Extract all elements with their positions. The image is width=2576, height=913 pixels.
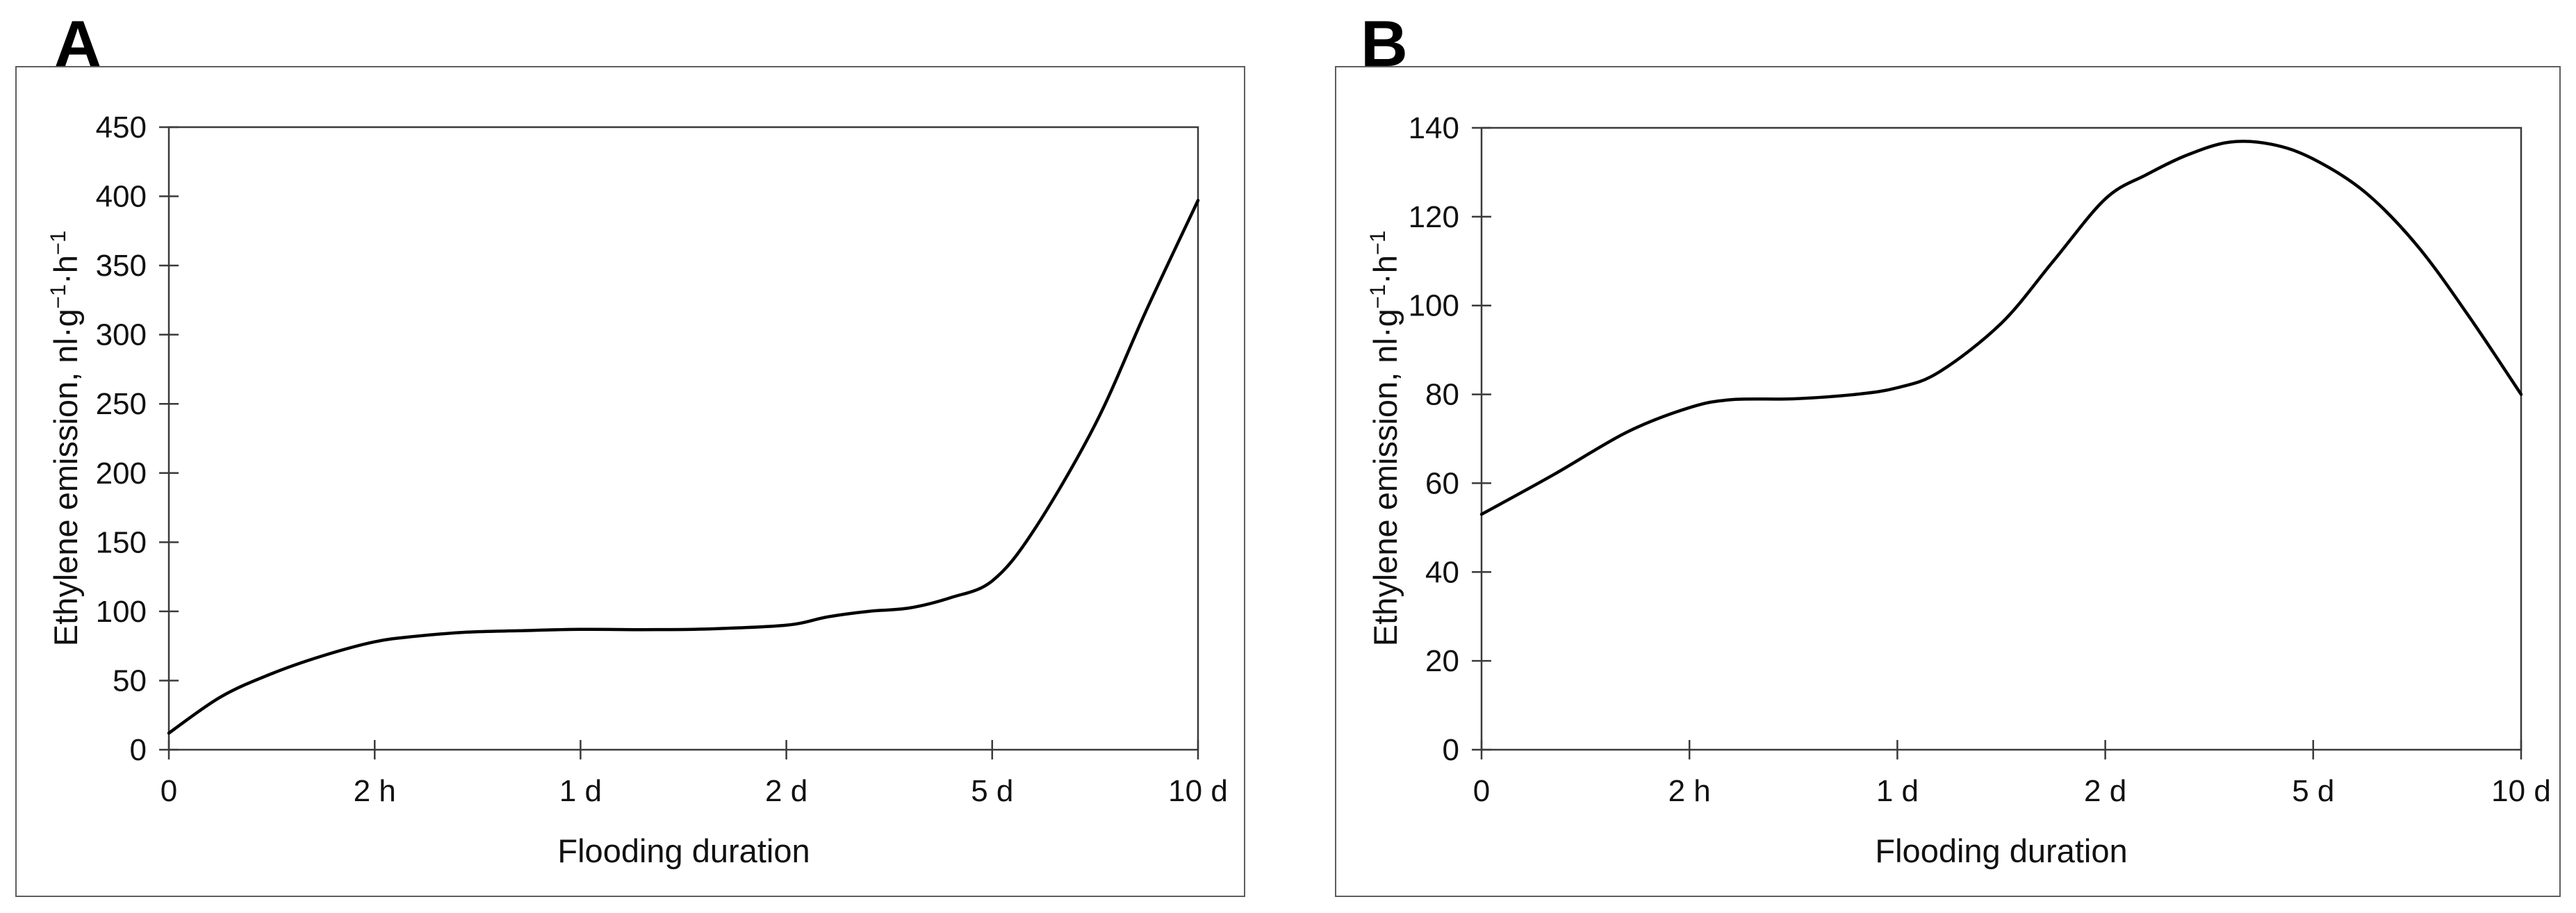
x-axis-tick-label: 1 d	[1876, 774, 1919, 808]
x-axis-tick-label: 0	[161, 774, 177, 808]
chart-panel-b: 0 20 40 60 80 100 120 140 0 2 h 1 d 2 d 5 d 10 d Ethy…	[1335, 66, 2561, 897]
line-chart-a: 0 50 100 150 200 250 300 350 400 450 0 2 h 1 d 2 d 5 d…	[96, 110, 1228, 808]
x-axis-tick-label: 0	[1473, 774, 1490, 808]
y-axis-tick-label: 100	[96, 595, 147, 629]
y-axis-tick-label: 40	[1425, 555, 1459, 589]
line-chart-b: 0 20 40 60 80 100 120 140 0 2 h 1 d 2 d 5 d 10 d	[1409, 111, 2551, 808]
superscript: −1	[45, 230, 70, 256]
y-axis-title-text: Ethylene emission, nl·g	[1367, 309, 1404, 647]
y-axis-tick-label: 140	[1409, 111, 1459, 145]
x-axis-tick-label: 2 h	[354, 774, 396, 808]
superscript: −1	[45, 283, 70, 309]
y-axis-tick-label: 450	[96, 110, 147, 145]
x-axis-title-a: Flooding duration	[557, 832, 810, 869]
y-axis-tick-label: 0	[1443, 733, 1459, 767]
superscript: −1	[1365, 283, 1390, 309]
x-axis-tick-label: 5 d	[2292, 774, 2334, 808]
panel-letter-b: B	[1361, 7, 1409, 80]
y-axis-tick-label: 60	[1425, 466, 1459, 500]
y-axis-tick-label: 0	[130, 733, 147, 767]
y-axis-title-text: Ethylene emission, nl·g	[47, 309, 85, 647]
y-axis-tick-label: 200	[96, 456, 147, 491]
y-axis-tick-label: 80	[1425, 378, 1459, 412]
x-axis-tick-label: 10 d	[1168, 774, 1228, 808]
y-axis-title-text: ·h	[47, 255, 85, 284]
y-axis-title-text: ·h	[1367, 255, 1404, 284]
y-axis-tick-label: 50	[113, 664, 147, 698]
y-axis-tick-label: 120	[1409, 200, 1459, 234]
y-axis-tick-label: 400	[96, 180, 147, 214]
x-axis-tick-label: 5 d	[971, 774, 1013, 808]
y-axis-tick-label: 350	[96, 249, 147, 283]
y-axis-tick-label: 20	[1425, 644, 1459, 678]
y-axis-tick-label: 250	[96, 387, 147, 421]
y-axis-title-a: Ethylene emission, nl·g−1·h−1	[46, 231, 85, 646]
x-axis-tick-label: 10 d	[2491, 774, 2551, 808]
panel-letter-a: A	[54, 7, 102, 80]
x-axis-tick-label: 2 h	[1668, 774, 1711, 808]
superscript: −1	[1365, 230, 1390, 256]
y-axis-tick-label: 150	[96, 525, 147, 559]
x-axis-tick-label: 1 d	[559, 774, 602, 808]
ethylene-emission-curve	[1479, 140, 2523, 516]
plot-frame	[167, 126, 1199, 751]
y-axis-tick-label: 100	[1409, 289, 1459, 323]
x-axis-tick-label: 2 d	[2084, 774, 2126, 808]
ethylene-emission-curve	[167, 199, 1200, 735]
chart-panel-a: 0 50 100 150 200 250 300 350 400 450 0 2 h 1 d 2 d 5 d…	[15, 66, 1245, 897]
x-axis-title-b: Flooding duration	[1875, 832, 2128, 869]
x-axis-tick-label: 2 d	[765, 774, 807, 808]
plot-frame	[1480, 126, 2522, 751]
y-axis-title-b: Ethylene emission, nl·g−1·h−1	[1365, 231, 1404, 646]
y-axis-tick-label: 300	[96, 318, 147, 352]
